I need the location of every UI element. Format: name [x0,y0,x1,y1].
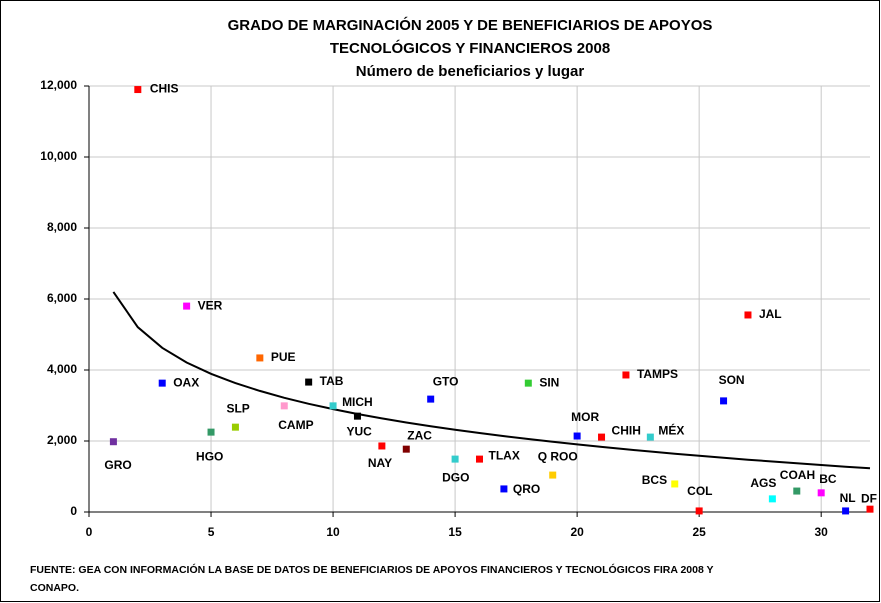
point-label: GTO [433,374,459,388]
point [646,433,654,441]
y-tick-label: 12,000 [40,78,77,92]
y-tick-label: 8,000 [47,220,77,234]
point-label: TAB [320,374,344,388]
point-label: SON [719,373,745,387]
source: CONAPO. [30,582,79,594]
point-label: Q ROO [538,449,578,463]
point [793,487,801,495]
x-tick-label: 5 [208,525,215,539]
point [329,402,337,410]
point [109,438,117,446]
point-label: JAL [759,307,782,321]
point-label: NL [840,491,856,505]
point [353,412,361,420]
point-label: BC [819,472,837,486]
point-label: QRO [513,482,540,496]
point-label: BCS [642,473,667,487]
point-label: HGO [196,449,223,463]
point-label: TLAX [489,448,520,462]
point [598,433,606,441]
point [622,371,630,379]
point [695,507,703,515]
point-label: PUE [271,350,296,364]
point [842,507,850,515]
point-label: ZAC [407,428,432,442]
point [671,480,679,488]
point-label: AGS [750,476,776,490]
point-label: COL [687,484,712,498]
trendline [112,291,871,470]
point-label: VER [198,298,223,312]
point-label: COAH [780,468,815,482]
point-label: NAY [368,456,392,470]
point [231,423,239,431]
point [427,395,435,403]
point-label: CAMP [278,418,313,432]
point [573,432,581,440]
point [183,302,191,310]
chart-title: GRADO DE MARGINACIÓN 2005 Y DE BENEFICIA… [228,16,713,34]
y-tick-label: 10,000 [40,149,77,163]
point-label: DGO [442,470,469,484]
point [720,397,728,405]
y-tick-label: 4,000 [47,362,77,376]
y-tick-label: 2,000 [47,433,77,447]
point-label: MICH [342,395,373,409]
point [866,505,874,513]
point-label: YUC [346,424,372,438]
point [524,379,532,387]
point-label: OAX [173,375,199,389]
y-tick-label: 0 [70,504,77,518]
point [256,354,264,362]
point [378,442,386,450]
point [280,402,288,410]
x-tick-label: 25 [692,525,706,539]
point-label: GRO [104,458,131,472]
point [768,495,776,503]
point [817,489,825,497]
point-label: MOR [571,410,599,424]
point [305,378,313,386]
point-label: SIN [539,375,559,389]
point [476,455,483,463]
point [451,455,459,463]
point [549,471,557,479]
x-tick-label: 15 [448,525,462,539]
x-tick-label: 20 [570,525,584,539]
point-label: DF [861,491,877,505]
point-label: TAMPS [637,367,678,381]
source: FUENTE: GEA CON INFORMACIÓN LA BASE DE D… [30,563,714,576]
point [207,428,215,436]
chart-title: TECNOLÓGICOS Y FINANCIEROS 2008 [330,39,610,57]
chart-subtitle: Número de beneficiarios y lugar [356,63,585,80]
x-tick-label: 10 [326,525,340,539]
x-tick-label: 30 [815,525,829,539]
point [402,445,410,453]
point-label: CHIH [612,423,641,437]
point [134,86,142,94]
point-label: SLP [226,401,249,415]
point [500,485,508,493]
point [744,311,752,319]
point [158,379,166,387]
point-label: MÉX [658,422,684,437]
x-tick-label: 0 [86,525,93,539]
point-label: CHIS [150,82,179,96]
y-tick-label: 6,000 [47,291,77,305]
